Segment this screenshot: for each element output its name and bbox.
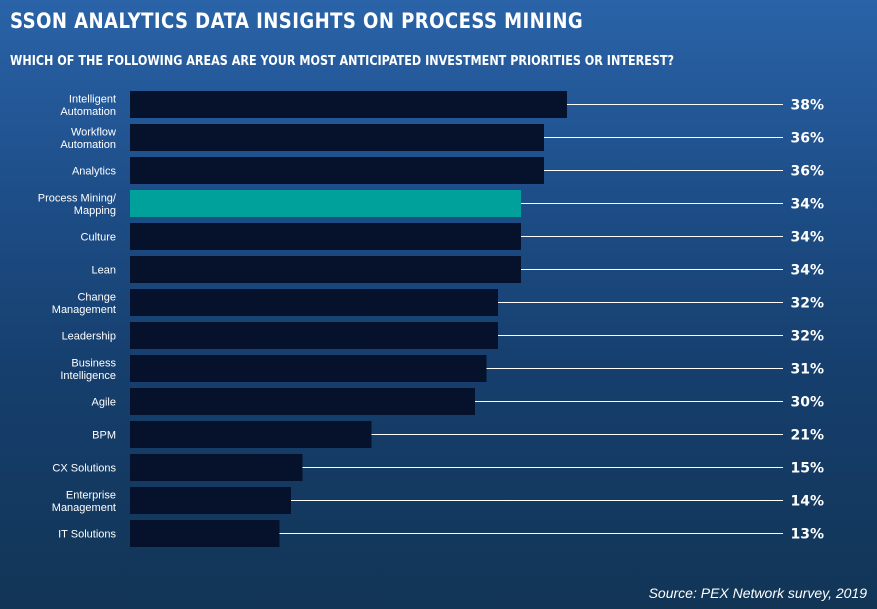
bar-leadership xyxy=(130,322,498,349)
bar-it-solutions xyxy=(130,520,280,547)
chart-subtitle: WHICH OF THE FOLLOWING AREAS ARE YOUR MO… xyxy=(10,54,675,69)
value-label-enterprise-management: 14% xyxy=(790,494,824,510)
value-label-lean: 34% xyxy=(790,263,824,279)
value-label-intelligent-automation: 38% xyxy=(790,98,824,114)
bar-intelligent-automation xyxy=(130,91,567,118)
category-label-change-management: Change Management xyxy=(52,291,116,316)
value-label-business-intelligence: 31% xyxy=(790,362,824,378)
category-label-cx-solutions: CX Solutions xyxy=(52,463,116,475)
category-label-leadership: Leadership xyxy=(62,331,116,343)
category-label-culture: Culture xyxy=(81,232,116,244)
bar-change-management xyxy=(130,289,498,316)
category-label-analytics: Analytics xyxy=(72,166,117,178)
value-label-cx-solutions: 15% xyxy=(790,461,824,477)
value-label-change-management: 32% xyxy=(790,296,824,312)
category-label-lean: Lean xyxy=(92,265,116,277)
category-label-business-intelligence: Business Intelligence xyxy=(60,357,116,382)
value-label-process-mining-mapping: 34% xyxy=(790,197,824,213)
category-label-bpm: BPM xyxy=(92,430,116,442)
value-label-analytics: 36% xyxy=(790,164,824,180)
bar-bpm xyxy=(130,421,372,448)
value-label-agile: 30% xyxy=(790,395,824,411)
bar-analytics xyxy=(130,157,544,184)
category-label-process-mining-mapping: Process Mining/Mapping xyxy=(38,192,117,217)
category-label-enterprise-management: Enterprise Management xyxy=(52,489,116,514)
bar-process-mining-mapping xyxy=(130,190,521,217)
bar-lean xyxy=(130,256,521,283)
value-label-culture: 34% xyxy=(790,230,824,246)
source-note: Source: PEX Network survey, 2019 xyxy=(648,585,867,601)
bar-cx-solutions xyxy=(130,454,303,481)
category-label-intelligent-automation: Intelligent Automation xyxy=(60,93,116,118)
category-label-workflow-automation: Workflow Automation xyxy=(60,126,116,151)
value-label-bpm: 21% xyxy=(790,428,824,444)
value-label-it-solutions: 13% xyxy=(790,527,824,543)
bar-enterprise-management xyxy=(130,487,291,514)
bar-workflow-automation xyxy=(130,124,544,151)
bar-business-intelligence xyxy=(130,355,487,382)
category-label-it-solutions: IT Solutions xyxy=(58,529,116,541)
category-label-agile: Agile xyxy=(92,397,116,409)
chart-title: SSON ANALYTICS DATA INSIGHTS ON PROCESS … xyxy=(10,9,584,33)
value-label-leadership: 32% xyxy=(790,329,824,345)
bar-agile xyxy=(130,388,475,415)
value-label-workflow-automation: 36% xyxy=(790,131,824,147)
bar-culture xyxy=(130,223,521,250)
